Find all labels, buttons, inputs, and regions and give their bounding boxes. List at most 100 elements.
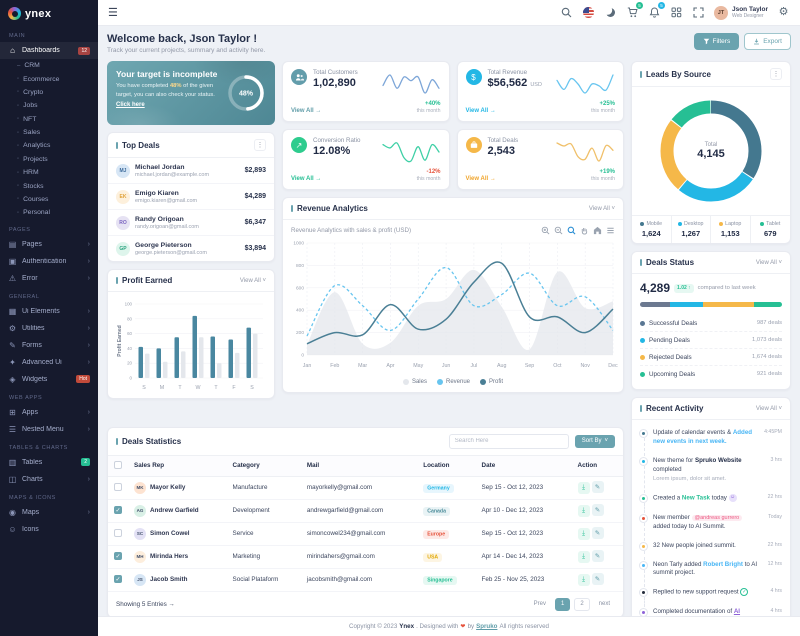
view-all-dropdown[interactable]: View All ˅ bbox=[755, 259, 782, 266]
sidebar-item-sales[interactable]: ◦ Sales bbox=[17, 129, 41, 137]
footer-designer-link[interactable]: Spruko bbox=[476, 623, 498, 630]
sidebar-item-tables[interactable]: ▥ Tables 2 bbox=[0, 454, 98, 471]
settings-gear-icon[interactable]: ⚙ bbox=[778, 6, 789, 18]
sidebar-item-pages[interactable]: ▤ Pages › bbox=[8, 239, 90, 249]
sidebar-item-apps[interactable]: ⊞ Apps › bbox=[9, 407, 90, 417]
download-action-icon[interactable]: ⤓ bbox=[577, 528, 590, 541]
filters-button[interactable]: Filters bbox=[693, 33, 740, 50]
chart-legend: Sales Revenue Profit bbox=[283, 377, 623, 392]
row-checkbox[interactable] bbox=[114, 505, 122, 514]
edit-action-icon[interactable]: ✎ bbox=[591, 481, 604, 494]
view-all-link[interactable]: View All → bbox=[465, 108, 496, 114]
row-checkbox[interactable] bbox=[114, 482, 122, 491]
download-action-icon[interactable]: ⤓ bbox=[577, 574, 590, 587]
table-search-input[interactable] bbox=[448, 433, 569, 449]
sidebar-item-widgets[interactable]: ◈ Widgets Hot bbox=[0, 371, 98, 388]
table-row[interactable]: SC Simon Cowel Service simoncowel234@gmai… bbox=[108, 522, 623, 546]
svg-text:T: T bbox=[178, 385, 182, 391]
download-action-icon[interactable]: ⤓ bbox=[577, 482, 590, 495]
sidebar-item-crm[interactable]: – CRM bbox=[17, 62, 40, 70]
dark-mode-moon-icon[interactable] bbox=[604, 6, 617, 19]
sidebar-item-nft[interactable]: ◦ NFT bbox=[17, 115, 37, 123]
selection-zoom-icon[interactable] bbox=[567, 226, 576, 235]
chart-menu-icon[interactable] bbox=[606, 226, 615, 235]
pagination-page-2[interactable]: 2 bbox=[574, 597, 590, 611]
sidebar-item-icons[interactable]: ☺ Icons bbox=[8, 524, 39, 534]
pan-hand-icon[interactable] bbox=[580, 226, 589, 235]
view-all-dropdown[interactable]: View All ˅ bbox=[239, 277, 266, 284]
avatar: AG bbox=[134, 504, 146, 517]
edit-action-icon[interactable]: ✎ bbox=[591, 550, 604, 563]
view-all-link[interactable]: View All → bbox=[291, 176, 322, 182]
deals-statistics-card: Deals Statistics Sort By˅ Sales Rep Cate… bbox=[107, 426, 624, 616]
footer-brand: Ynex bbox=[399, 623, 415, 630]
sidebar-item-jobs[interactable]: ◦ Jobs bbox=[17, 102, 38, 110]
deal-row[interactable]: EK Emigo Kiaren emigo.kiaren@gmail.com $4… bbox=[108, 184, 274, 210]
select-all-checkbox[interactable] bbox=[114, 460, 122, 469]
user-profile-chip[interactable]: JT Json Taylor Web Designer bbox=[713, 5, 768, 20]
sidebar-item-charts[interactable]: ◫ Charts › bbox=[8, 474, 90, 484]
widgets-hot-badge: Hot bbox=[76, 375, 90, 383]
zoom-in-icon[interactable] bbox=[541, 226, 550, 235]
view-all-link[interactable]: View All → bbox=[465, 176, 496, 182]
svg-text:20: 20 bbox=[127, 361, 132, 366]
sidebar-item-hrm[interactable]: ◦ HRM bbox=[17, 169, 39, 177]
deal-row[interactable]: MJ Michael Jordan michael.jordan@example.… bbox=[108, 158, 274, 184]
sidebar-item-advanced-ui[interactable]: ✦ Advanced Ui › bbox=[9, 357, 90, 367]
export-button[interactable]: Export bbox=[744, 33, 791, 50]
view-all-link[interactable]: View All → bbox=[291, 108, 322, 114]
sidebar-item-personal[interactable]: ◦ Personal bbox=[17, 209, 50, 217]
notifications-bell-icon[interactable]: 5 bbox=[648, 2, 665, 19]
row-checkbox[interactable] bbox=[114, 574, 122, 583]
row-checkbox[interactable] bbox=[114, 551, 122, 560]
chevron-right-icon: › bbox=[87, 358, 90, 366]
sidebar-item-dashboards[interactable]: ⌂ Dashboards 12 bbox=[0, 42, 98, 59]
country-flag-icon[interactable] bbox=[582, 6, 595, 19]
pagination-page-1[interactable]: 1 bbox=[554, 597, 571, 611]
apps-grid-icon[interactable] bbox=[670, 6, 683, 19]
card-menu-button[interactable]: ⋮ bbox=[770, 68, 782, 80]
card-menu-button[interactable]: ⋮ bbox=[254, 139, 266, 151]
edit-action-icon[interactable]: ✎ bbox=[591, 504, 604, 517]
pagination-prev[interactable]: Prev bbox=[533, 601, 546, 608]
deal-row[interactable]: GP George Pieterson george.pieterson@gmai… bbox=[108, 236, 274, 261]
deal-row[interactable]: RO Randy Origoan randy.origoan@gmail.com … bbox=[108, 210, 274, 236]
search-icon[interactable] bbox=[560, 6, 573, 19]
sidebar-item-stocks[interactable]: ◦ Stocks bbox=[17, 182, 44, 190]
sidebar-item-ecommerce[interactable]: ◦ Ecommerce bbox=[17, 75, 60, 83]
sidebar-item-ui-elements[interactable]: ▦ Ui Elements › bbox=[8, 306, 90, 316]
cart-icon[interactable]: 5 bbox=[626, 2, 643, 19]
sidebar-item-courses[interactable]: ◦ Courses bbox=[17, 195, 49, 203]
download-action-icon[interactable]: ⤓ bbox=[577, 505, 590, 518]
sidebar-item-utilities[interactable]: ⚙ Utilities › bbox=[8, 323, 90, 333]
table-row[interactable]: MK Mayor Kelly Manufacture mayorkelly@gma… bbox=[108, 476, 623, 500]
sidebar-item-crypto[interactable]: ◦ Crypto bbox=[17, 88, 44, 96]
fullscreen-icon[interactable] bbox=[692, 6, 705, 19]
sidebar-item-projects[interactable]: ◦ Projects bbox=[17, 155, 48, 163]
pagination-next[interactable]: next bbox=[598, 601, 610, 608]
svg-text:W: W bbox=[196, 385, 201, 391]
hamburger-menu-icon[interactable]: ☰ bbox=[108, 7, 118, 19]
brand-logo[interactable]: ynex bbox=[0, 0, 98, 26]
view-all-dropdown[interactable]: View All ˅ bbox=[588, 205, 615, 212]
row-checkbox[interactable] bbox=[114, 528, 122, 537]
edit-action-icon[interactable]: ✎ bbox=[591, 573, 604, 586]
download-action-icon[interactable]: ⤓ bbox=[577, 551, 590, 564]
status-row: Upcoming Deals 921 deals bbox=[640, 366, 782, 382]
recent-activity-title: Recent Activity bbox=[640, 404, 704, 413]
sidebar-item-error[interactable]: ⚠ Error › bbox=[8, 273, 90, 283]
edit-action-icon[interactable]: ✎ bbox=[591, 527, 604, 540]
view-all-dropdown[interactable]: View All ˅ bbox=[755, 405, 782, 412]
sidebar-item-nested-menu[interactable]: ☰ Nested Menu › bbox=[8, 424, 90, 434]
sidebar-item-maps[interactable]: ◉ Maps › bbox=[9, 507, 90, 517]
zoom-out-icon[interactable] bbox=[554, 226, 563, 235]
sidebar-item-analytics[interactable]: ◦ Analytics bbox=[17, 142, 51, 150]
sidebar-item-authentication[interactable]: ▣ Authentication › bbox=[8, 256, 90, 266]
sort-by-button[interactable]: Sort By ˅ bbox=[574, 434, 615, 448]
home-reset-icon[interactable] bbox=[593, 226, 602, 235]
sidebar-item-forms[interactable]: ✎ Forms › bbox=[9, 340, 90, 350]
target-click-here-link[interactable]: Click here bbox=[116, 102, 145, 109]
